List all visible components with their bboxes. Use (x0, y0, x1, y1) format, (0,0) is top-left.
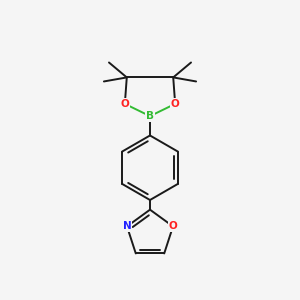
Text: O: O (171, 99, 179, 109)
Text: O: O (169, 221, 177, 231)
Text: N: N (123, 221, 131, 231)
Text: O: O (121, 99, 129, 109)
Text: B: B (146, 111, 154, 121)
